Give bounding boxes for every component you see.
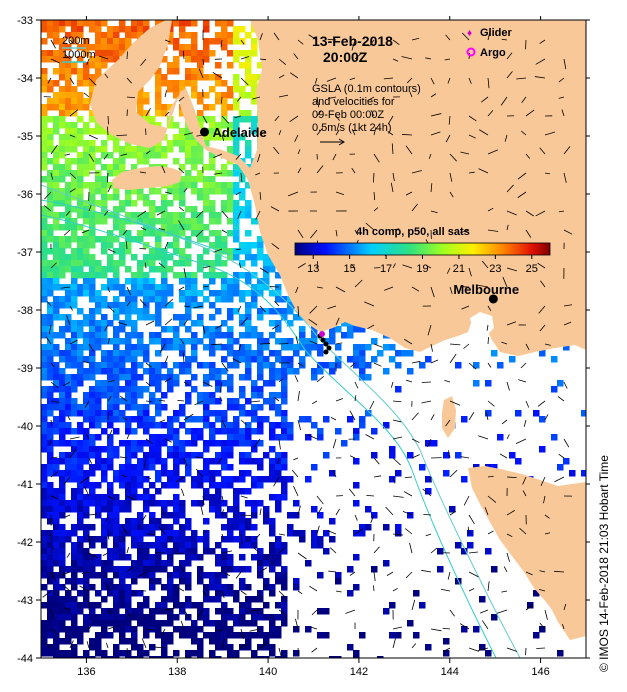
land-king-island [442, 396, 456, 438]
credit-text: © IMOS 14-Feb-2018 21:03 Hobart Time [597, 455, 611, 672]
contour-200m [41, 184, 521, 658]
axis-ticks: 136 138 140 142 144 146 -33 -34 -35 -36 -37 -38 -39 -… [17, 15, 590, 678]
lon-tick-label: 142 [350, 666, 368, 678]
colorbar-tick-label: 17 [380, 263, 392, 275]
city-label: Adelaide [213, 125, 267, 140]
contour-1000m [41, 214, 497, 658]
colorbar-tick-label: 19 [416, 263, 428, 275]
lat-tick-label: -41 [17, 479, 33, 491]
city-label: Melbourne [453, 282, 519, 297]
map-time: 20:00Z [323, 49, 368, 65]
argo-label: Argo [480, 47, 506, 59]
lat-tick-label: -44 [17, 653, 33, 665]
lat-tick-label: -43 [17, 595, 33, 607]
lon-tick-label: 144 [441, 666, 459, 678]
map-date: 13-Feb-2018 [312, 33, 393, 49]
glider-label: Glider [480, 27, 513, 39]
city-dot [200, 127, 209, 137]
description-line1: GSLA (0.1m contours) [312, 83, 421, 95]
colorbar-tick-label: 21 [453, 263, 465, 275]
colorbar: 4h comp, p50, all sats 13 15 17 19 21 23 25 [294, 226, 551, 275]
lon-tick-label: 138 [168, 666, 186, 678]
lon-tick-label: 140 [259, 666, 277, 678]
axes-frame [40, 19, 587, 659]
symbol-legend: ♦ Glider Argo [466, 27, 513, 59]
colorbar-title: 4h comp, p50, all sats [356, 226, 470, 238]
depth-legend-1000m: 1000m [62, 49, 96, 61]
glider-track [317, 331, 332, 355]
lat-tick-label: -33 [17, 15, 33, 27]
bathymetry-contours [41, 184, 521, 658]
description-line4: 0.5m/s (1kt 24h) [312, 122, 391, 134]
land-tasmania [468, 466, 586, 640]
lat-tick-label: -38 [17, 305, 33, 317]
contour-1000m-b [41, 199, 231, 256]
velocity-vectors [42, 29, 573, 657]
lat-tick-label: -42 [17, 537, 33, 549]
velocity-scale-arrow [320, 138, 345, 146]
port-phillip-bay [470, 312, 494, 336]
depth-legend: 200m 1000m [62, 35, 96, 63]
colorbar-tick-label: 25 [526, 263, 538, 275]
colorbar-tick-label: 23 [489, 263, 501, 275]
colorbar-tick-label: 15 [344, 263, 356, 275]
colorbar-ticks: 13 15 17 19 21 23 25 [307, 255, 538, 275]
land-australia [41, 20, 586, 356]
glider-marker [319, 331, 325, 337]
lat-tick-label: -34 [17, 73, 33, 85]
glider-symbol-icon: ♦ [467, 28, 472, 39]
lat-tick-label: -37 [17, 247, 33, 259]
cities: Adelaide Melbourne [200, 125, 519, 304]
lat-tick-label: -35 [17, 131, 33, 143]
lon-tick-label: 146 [531, 666, 549, 678]
description-line2: and velocities for [312, 96, 395, 108]
description-line3: 09-Feb 00:00Z [312, 109, 384, 121]
argo-symbol-icon [466, 47, 476, 57]
colorbar-tick-label: 13 [307, 263, 319, 275]
lat-tick-label: -40 [17, 421, 33, 433]
lat-tick-label: -36 [17, 189, 33, 201]
colorbar-ramp [294, 242, 551, 256]
lat-tick-label: -39 [17, 363, 33, 375]
lon-tick-label: 136 [77, 666, 95, 678]
city-dot [488, 294, 498, 304]
depth-legend-200m: 200m [62, 35, 90, 47]
